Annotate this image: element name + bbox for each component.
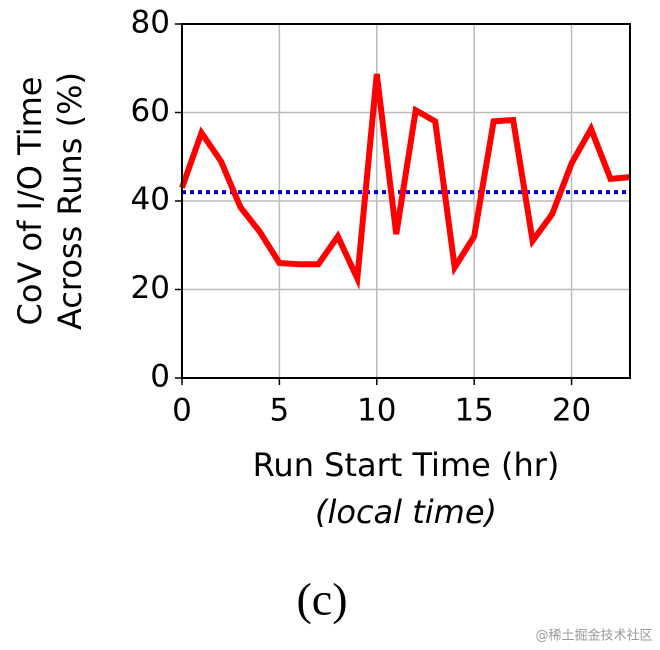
y-tick-label: 20 [131,270,170,306]
x-tick-label: 10 [357,393,396,429]
data-line [179,73,631,290]
x-tick-label: 20 [552,393,591,429]
y-axis-label: Across Runs (%) [51,72,89,330]
y-tick-label: 80 [131,5,170,41]
y-tick-label: 0 [150,359,170,395]
x-tick-label: 15 [454,393,493,429]
y-tick-label: 40 [131,182,170,218]
plot-frame [181,23,631,379]
x-axis-note: (local time) [315,493,497,531]
x-tick-label: 5 [270,393,290,429]
x-axis-label: Run Start Time (hr) [253,446,560,484]
caption: (c) [296,574,347,625]
y-axis-label: CoV of I/O Time [11,77,49,326]
x-tick-label: 0 [172,393,192,429]
watermark: @稀土掘金技术社区 [535,628,652,644]
y-tick-label: 60 [131,93,170,129]
